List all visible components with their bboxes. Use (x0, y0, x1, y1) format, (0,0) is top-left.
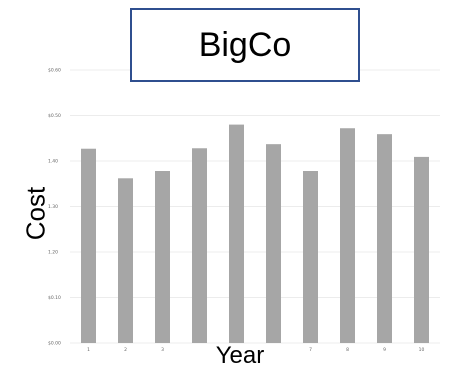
x-tick-label: 8 (346, 347, 349, 353)
y-tick-label: $0.10 (48, 295, 61, 301)
y-tick-label: 1.40 (48, 159, 58, 165)
y-axis-label: Cost (20, 186, 51, 241)
bar-year-6 (266, 144, 281, 343)
x-tick-label: 3 (161, 347, 164, 353)
bar-year-2 (118, 178, 133, 343)
chart-title: BigCo (130, 8, 360, 82)
y-tick-label: $0.00 (48, 341, 61, 347)
bar-year-10 (414, 156, 429, 343)
y-tick-label: $0.50 (48, 113, 61, 119)
x-tick-label: 2 (124, 347, 127, 353)
bar-year-8 (340, 128, 355, 343)
bar-year-1 (81, 148, 96, 343)
y-tick-label: 1.30 (48, 204, 58, 210)
bar-year-9 (377, 134, 392, 343)
bar-year-3 (155, 171, 170, 343)
x-axis-label: Year (215, 342, 265, 369)
y-tick-label: $0.60 (48, 68, 61, 74)
bar-year-4 (192, 148, 207, 343)
x-tick-label: 1 (87, 347, 90, 353)
bar-year-7 (303, 171, 318, 343)
x-tick-label: 10 (419, 347, 425, 353)
x-tick-label: 9 (383, 347, 386, 353)
bar-year-5 (229, 124, 244, 343)
y-tick-label: 1.20 (48, 250, 58, 256)
x-tick-label: 7 (309, 347, 312, 353)
